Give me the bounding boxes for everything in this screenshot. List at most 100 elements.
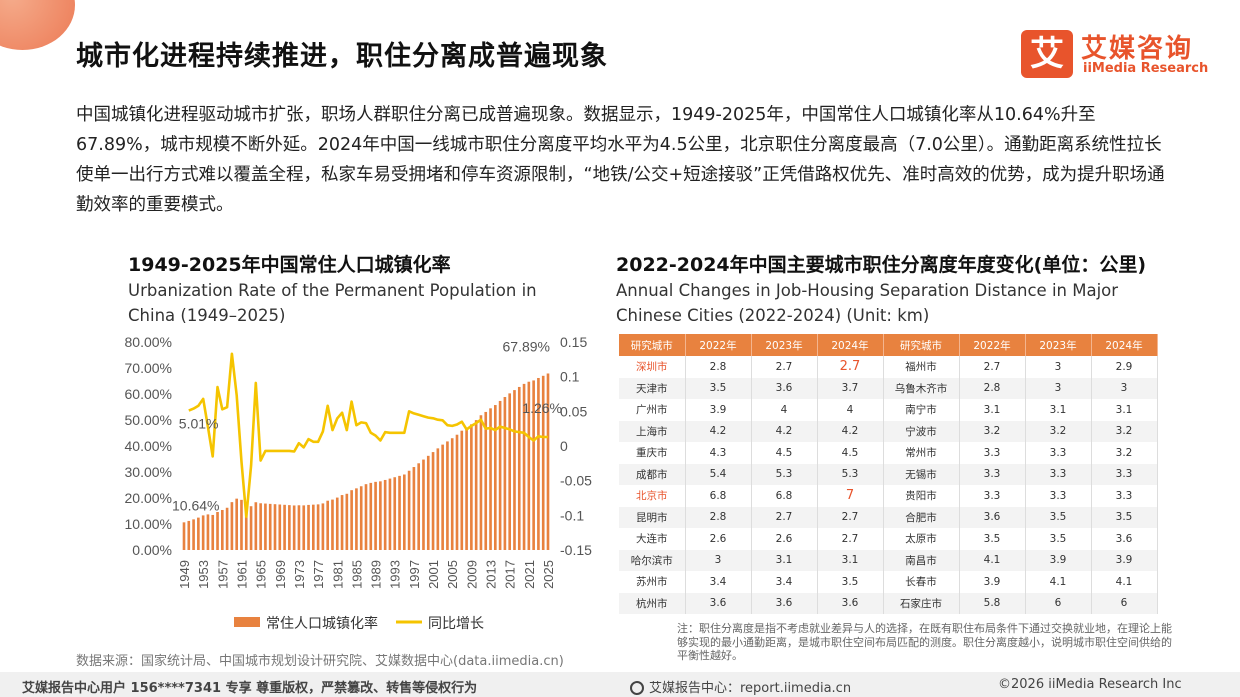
y-right-tick-label: 0 [560, 438, 568, 454]
table-cell: 4 [751, 399, 818, 421]
footer-bar: 艾媒报告中心用户 156****7341 专享 尊重版权，严禁篡改、转售等侵权行… [0, 672, 1240, 697]
x-tick-label: 1993 [388, 560, 403, 589]
table-cell: 5.3 [817, 463, 884, 485]
y-left-tick-label: 40.00% [125, 438, 172, 454]
bar [470, 424, 473, 550]
y-left-tick-label: 20.00% [125, 490, 172, 506]
x-tick-label: 2025 [541, 560, 556, 589]
table-cell: 2.8 [685, 506, 752, 528]
bar [398, 475, 401, 550]
globe-icon [630, 681, 644, 695]
table-cell: 3.3 [1025, 485, 1092, 507]
bar [522, 383, 526, 550]
table-header-cell: 研究城市 [883, 334, 960, 356]
x-tick-label: 1997 [407, 560, 422, 589]
table-cell: 4.2 [817, 420, 884, 442]
table-cell: 2.8 [685, 356, 752, 378]
bar [484, 411, 488, 550]
bar [278, 504, 282, 550]
left-chart-subtitle: Urbanization Rate of the Permanent Popul… [128, 281, 537, 325]
table-cell: 3 [1091, 377, 1158, 399]
bar [220, 509, 224, 550]
table-cell: 3.1 [1091, 399, 1158, 421]
bar [436, 448, 440, 550]
bar [426, 455, 430, 550]
bar [331, 499, 334, 550]
table-cell: 太原市 [883, 528, 960, 550]
bar [537, 377, 540, 550]
table-cell: 3 [1025, 377, 1092, 399]
table-header-cell: 2024年 [817, 334, 884, 356]
table-cell: 7 [817, 485, 884, 507]
bar [273, 504, 277, 550]
table-cell: 3.5 [1025, 528, 1092, 550]
table-cell: 4.1 [1091, 571, 1158, 593]
table-row: 天津市 3.5 3.6 3.7 乌鲁木齐市 2.8 3 3 [619, 377, 1158, 399]
table-cell: 深圳市 [619, 356, 686, 378]
right-chart-subtitle: Annual Changes in Job-Housing Separation… [616, 281, 1119, 325]
table-cell: 4.3 [685, 442, 752, 464]
table-cell: 3.5 [959, 528, 1026, 550]
x-tick-label: 1977 [311, 560, 326, 589]
bar [288, 505, 291, 550]
table-cell: 3.6 [959, 506, 1026, 528]
table-cell: 乌鲁木齐市 [883, 377, 960, 399]
table-cell: 6.8 [685, 485, 752, 507]
footer-report-text: 艾媒报告中心：report.iimedia.cn [649, 681, 852, 696]
y-right-tick-label: -0.1 [560, 507, 584, 523]
table-cell: 2.7 [817, 506, 884, 528]
table-cell: 3.3 [1025, 442, 1092, 464]
bar [546, 373, 550, 550]
table-cell: 3.6 [751, 377, 818, 399]
table-cell: 大连市 [619, 528, 686, 550]
table-cell: 宁波市 [883, 420, 960, 442]
table-cell: 4.1 [959, 549, 1026, 571]
bar [441, 444, 444, 550]
x-tick-label: 1953 [196, 560, 211, 589]
table-row: 杭州市 3.6 3.6 3.6 石家庄市 5.8 6 6 [619, 592, 1158, 614]
left-chart-title: 1949-2025年中国常住人口城镇化率 [128, 254, 451, 276]
table-row: 深圳市 2.8 2.7 2.7 福州市 2.7 3 2.9 [619, 356, 1158, 378]
footer-report-link[interactable]: 艾媒报告中心：report.iimedia.cn [630, 677, 851, 696]
table-cell: 2.7 [751, 506, 818, 528]
table-cell: 上海市 [619, 420, 686, 442]
y-right-tick-label: -0.05 [560, 473, 592, 489]
table-cell: 2.7 [817, 528, 884, 550]
table-cell: 3.2 [1025, 420, 1092, 442]
bar [513, 390, 516, 550]
intro-paragraph: 中国城镇化进程驱动城市扩张，职场人群职住分离已成普遍现象。数据显示，1949-2… [76, 105, 1165, 215]
bar [402, 474, 406, 550]
bar [412, 467, 416, 550]
table-cell: 杭州市 [619, 592, 686, 614]
brand-logo: 艾 艾媒咨询 iiMedia Research [1021, 28, 1221, 80]
table-cell: 6 [1091, 592, 1158, 614]
x-tick-label: 1985 [349, 560, 364, 589]
table-cell: 4.5 [751, 442, 818, 464]
data-annotation: 5.01% [179, 416, 219, 432]
x-tick-label: 2013 [484, 560, 499, 589]
table-cell: 合肥市 [883, 506, 960, 528]
table-cell: 6 [1025, 592, 1092, 614]
table-cell: 3.9 [685, 399, 752, 421]
x-tick-label: 1973 [292, 560, 307, 589]
table-cell: 3.3 [1091, 485, 1158, 507]
table-cell: 3.2 [959, 420, 1026, 442]
bar [297, 505, 301, 550]
table-cell: 4.2 [751, 420, 818, 442]
bar [393, 477, 397, 550]
y-left-tick-label: 80.00% [125, 334, 172, 350]
bar [369, 482, 373, 550]
bar [240, 499, 243, 550]
bar [417, 463, 421, 550]
table-cell: 5.4 [685, 463, 752, 485]
table-cell: 3.3 [959, 442, 1026, 464]
table-header-cell: 2023年 [1025, 334, 1092, 356]
bar [302, 505, 306, 550]
bar [493, 405, 497, 550]
table-row: 大连市 2.6 2.6 2.7 太原市 3.5 3.5 3.6 [619, 528, 1158, 550]
bar [383, 479, 387, 550]
table-cell: 3.5 [1025, 506, 1092, 528]
table-cell: 3.5 [685, 377, 752, 399]
table-cell: 3.3 [1091, 463, 1158, 485]
table-cell: 3.1 [959, 399, 1026, 421]
